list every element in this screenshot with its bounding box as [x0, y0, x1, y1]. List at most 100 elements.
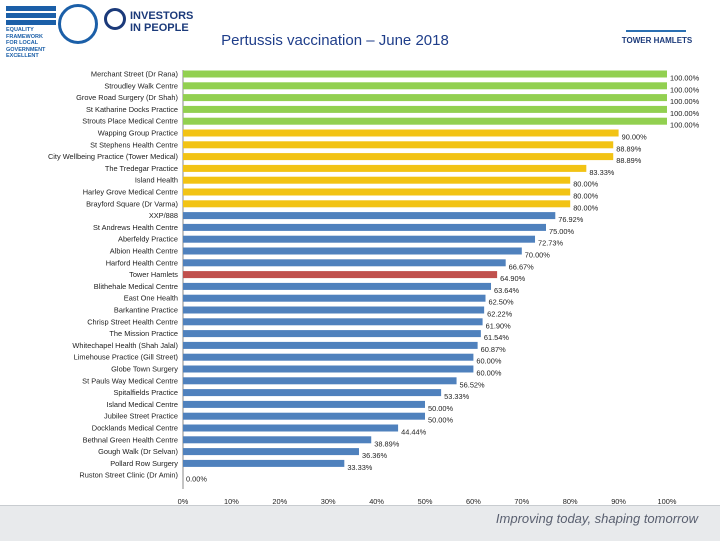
category-label: The Mission Practice — [109, 329, 178, 338]
data-label: 61.90% — [486, 321, 511, 330]
x-tick-label: 0% — [178, 497, 189, 505]
data-label: 63.64% — [494, 286, 519, 295]
category-label: Harley Grove Medical Centre — [83, 188, 178, 197]
footer-tagline: Improving today, shaping tomorrow — [495, 511, 698, 526]
x-tick-label: 100% — [658, 497, 677, 505]
data-label: 64.90% — [500, 274, 525, 283]
category-label: Aberfeldy Practice — [118, 235, 178, 244]
data-label: 33.33% — [347, 463, 372, 472]
bar — [183, 200, 571, 208]
bar — [183, 259, 506, 267]
category-label: East One Health — [124, 294, 178, 303]
data-label: 100.00% — [670, 109, 700, 118]
category-label: Barkantine Practice — [114, 306, 178, 315]
bar — [183, 271, 498, 279]
data-label: 100.00% — [670, 85, 700, 94]
category-label: Chrisp Street Health Centre — [87, 317, 178, 326]
x-tick-label: 50% — [418, 497, 433, 505]
bar — [183, 82, 667, 90]
bar — [183, 436, 372, 444]
bar — [183, 400, 425, 408]
data-label: 75.00% — [549, 227, 574, 236]
category-label: Limehouse Practice (Gill Street) — [74, 353, 178, 362]
category-label: St Pauls Way Medical Centre — [82, 376, 178, 385]
bar — [183, 318, 483, 326]
award-seal-icon — [58, 4, 98, 44]
category-label: Spitalfields Practice — [114, 388, 179, 397]
data-label: 66.67% — [509, 262, 534, 271]
bar — [183, 117, 667, 125]
category-label: Globe Town Surgery — [111, 365, 178, 374]
bar — [183, 70, 667, 78]
page-title: Pertussis vaccination – June 2018 — [221, 32, 449, 49]
data-label: 80.00% — [573, 180, 598, 189]
x-tick-label: 70% — [514, 497, 529, 505]
data-label: 76.92% — [558, 215, 583, 224]
category-label: Grove Road Surgery (Dr Shah) — [76, 93, 178, 102]
data-label: 60.00% — [476, 357, 501, 366]
investors-logo-text: INVESTORS IN PEOPLE — [130, 10, 194, 34]
bar — [183, 306, 485, 314]
bar — [183, 341, 478, 349]
bar — [183, 94, 667, 102]
data-label: 72.73% — [538, 239, 563, 248]
category-label: St Andrews Health Centre — [93, 223, 178, 232]
data-label: 80.00% — [573, 203, 598, 212]
data-label: 36.36% — [362, 451, 387, 460]
bar — [183, 412, 425, 420]
data-label: 0.00% — [186, 475, 207, 484]
x-tick-label: 80% — [563, 497, 578, 505]
category-label: Albion Health Centre — [110, 247, 178, 256]
data-label: 60.00% — [476, 369, 501, 378]
data-label: 88.89% — [616, 144, 641, 153]
data-label: 56.52% — [460, 380, 485, 389]
bar — [183, 389, 442, 397]
bar — [183, 365, 474, 373]
category-label: Blithehale Medical Centre — [94, 282, 178, 291]
bar — [183, 377, 457, 385]
category-label: Bethnal Green Health Centre — [83, 435, 178, 444]
category-label: Tower Hamlets — [129, 270, 178, 279]
data-label: 100.00% — [670, 121, 700, 130]
data-label: 83.33% — [589, 168, 614, 177]
tower-hamlets-logo-text: TOWER HAMLETS — [621, 36, 693, 45]
category-label: Wapping Group Practice — [98, 129, 178, 138]
data-label: 60.87% — [481, 345, 506, 354]
bar — [183, 212, 556, 220]
category-label: Merchant Street (Dr Rana) — [91, 70, 178, 79]
data-label: 80.00% — [573, 192, 598, 201]
data-label: 62.50% — [489, 298, 514, 307]
category-label: Gough Walk (Dr Selvan) — [98, 447, 178, 456]
data-label: 100.00% — [670, 97, 700, 106]
bar — [183, 129, 619, 137]
data-label: 100.00% — [670, 74, 700, 83]
category-label: Jubilee Street Practice — [104, 412, 178, 421]
bar — [183, 141, 614, 149]
investors-ring-icon — [104, 8, 126, 30]
category-label: Island Medical Centre — [107, 400, 178, 409]
x-tick-label: 90% — [611, 497, 626, 505]
data-label: 38.89% — [374, 439, 399, 448]
tower-hamlets-logo: TOWER HAMLETS — [612, 4, 702, 50]
data-label: 61.54% — [484, 333, 509, 342]
category-label: Harford Health Centre — [106, 258, 178, 267]
bar — [183, 282, 492, 290]
data-label: 70.00% — [525, 251, 550, 260]
category-label: City Wellbeing Practice (Tower Medical) — [48, 152, 178, 161]
bar — [183, 176, 571, 184]
category-label: The Tredegar Practice — [105, 164, 178, 173]
category-label: St Stephens Health Centre — [90, 140, 178, 149]
data-label: 50.00% — [428, 404, 453, 413]
data-label: 62.22% — [487, 310, 512, 319]
category-label: Ruston Street Clinic (Dr Amin) — [79, 471, 178, 480]
bar — [183, 294, 486, 302]
bar — [183, 247, 522, 255]
investors-in-people-logo: INVESTORS IN PEOPLE — [104, 6, 193, 38]
data-label: 50.00% — [428, 416, 453, 425]
bar — [183, 424, 399, 432]
bar — [183, 164, 587, 172]
bar — [183, 153, 614, 161]
data-label: 44.44% — [401, 428, 426, 437]
x-tick-label: 20% — [272, 497, 287, 505]
bar — [183, 223, 546, 231]
